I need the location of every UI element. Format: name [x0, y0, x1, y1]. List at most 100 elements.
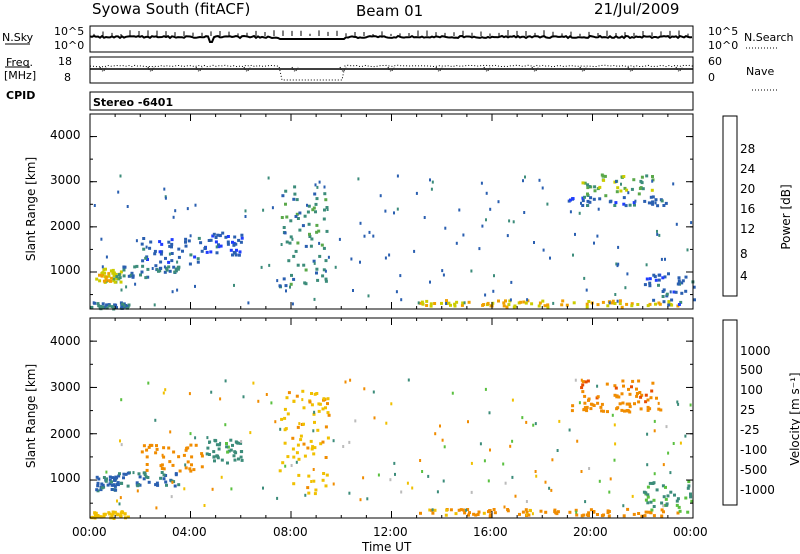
- p2-cell: [613, 423, 616, 427]
- p1-cell: [622, 196, 626, 200]
- p1-cell: [194, 284, 196, 288]
- p1-cell: [453, 304, 457, 308]
- p1-cell: [101, 265, 104, 269]
- p1-cell: [313, 192, 317, 196]
- p2-cell: [208, 441, 211, 444]
- p2-cell: [302, 442, 306, 446]
- p1-cell: [120, 305, 124, 309]
- p1-cell: [508, 219, 511, 223]
- xtick-0800: 08:00: [273, 525, 308, 539]
- p1-cell: [400, 298, 403, 302]
- p1-cell: [449, 303, 452, 307]
- p2-cell: [283, 407, 287, 411]
- p2-cell: [511, 398, 514, 402]
- p1-cell: [368, 230, 371, 234]
- p2-cell: [99, 515, 103, 519]
- p1-cell: [615, 180, 618, 183]
- p1-cell: [546, 305, 550, 309]
- p2-cell: [631, 494, 634, 498]
- p2-cell: [662, 463, 665, 467]
- p2-cell: [239, 450, 243, 453]
- p2-cell: [170, 495, 173, 499]
- xtick-1200: 12:00: [373, 525, 408, 539]
- p1-cell: [105, 255, 108, 259]
- p2-cell: [287, 391, 291, 395]
- p1-cell: [153, 249, 157, 253]
- p1-cell: [624, 286, 627, 290]
- p1-cell: [313, 261, 316, 265]
- p2-cell: [312, 412, 316, 416]
- p2-cell: [527, 513, 531, 517]
- p1-cell: [107, 272, 111, 276]
- p2-cell: [189, 443, 193, 447]
- p2-cell: [274, 420, 277, 424]
- p2-cell: [514, 494, 517, 498]
- p2-cell: [185, 446, 189, 450]
- p2-cell: [660, 501, 664, 505]
- p2-cell: [280, 417, 284, 421]
- p2-cell: [581, 383, 585, 387]
- p1-cell: [645, 277, 649, 281]
- p2-cell: [394, 472, 396, 476]
- p1-cell: [359, 221, 362, 225]
- p1-cell: [648, 281, 652, 285]
- p2-cell: [525, 500, 528, 503]
- p1-cell: [314, 183, 317, 187]
- xtick-0000: 00:00: [72, 525, 107, 539]
- p1-cell: [112, 272, 116, 276]
- p2-cell: [286, 412, 290, 416]
- p1-ytick-3000: 3000: [50, 173, 81, 187]
- p2-cell: [126, 484, 130, 488]
- p1-cell: [317, 229, 321, 233]
- p2-cell: [211, 487, 214, 491]
- p1-cell: [238, 250, 242, 254]
- p1-cell: [231, 240, 234, 244]
- p1-cell: [585, 288, 588, 292]
- p1-cell: [592, 197, 596, 201]
- p1-cell: [294, 215, 298, 218]
- p2-cell: [583, 394, 587, 398]
- p1-cell: [164, 256, 167, 260]
- p2-cell: [586, 513, 589, 517]
- p1-cell: [630, 304, 634, 308]
- p2-cell: [189, 432, 192, 436]
- p1-cell: [502, 301, 506, 305]
- p1-cell: [324, 198, 328, 202]
- p1-cell: [657, 273, 661, 277]
- p2-cell: [308, 400, 312, 404]
- cpid-label: CPID: [6, 89, 36, 102]
- p1-cell: [115, 277, 119, 281]
- p1-cell: [462, 233, 465, 237]
- p2-cell: [182, 453, 186, 457]
- p2-cell: [303, 454, 307, 458]
- p1-cell: [463, 301, 466, 305]
- p1-cell: [633, 203, 636, 207]
- p1-cell: [114, 303, 118, 307]
- p2-cell: [385, 421, 388, 425]
- p2-cell: [653, 472, 656, 476]
- p2-cell: [322, 472, 326, 475]
- p1-cell: [290, 273, 293, 277]
- p2-cell: [646, 408, 650, 412]
- p1-cell: [324, 279, 328, 283]
- beam-title: Beam 01: [356, 2, 424, 20]
- p1-cell: [367, 294, 370, 298]
- p2-cell: [644, 510, 648, 514]
- p2-cell: [219, 441, 222, 445]
- nsky-series: [89, 34, 693, 43]
- p1-cell: [146, 267, 150, 271]
- p1-cell: [172, 265, 176, 269]
- p2-cell: [646, 405, 650, 409]
- p1-cell: [613, 180, 617, 184]
- p2-cell: [525, 513, 529, 517]
- p1-cell: [661, 290, 665, 293]
- p1-cell: [417, 301, 420, 305]
- p1-cell: [226, 240, 230, 244]
- p2-cell: [581, 380, 585, 384]
- p2-cell: [103, 512, 107, 516]
- p2-cell: [676, 511, 680, 515]
- p2-cell: [558, 419, 561, 423]
- p1-cell: [316, 185, 319, 189]
- p2-cell: [589, 508, 593, 512]
- p2-cell: [521, 416, 524, 420]
